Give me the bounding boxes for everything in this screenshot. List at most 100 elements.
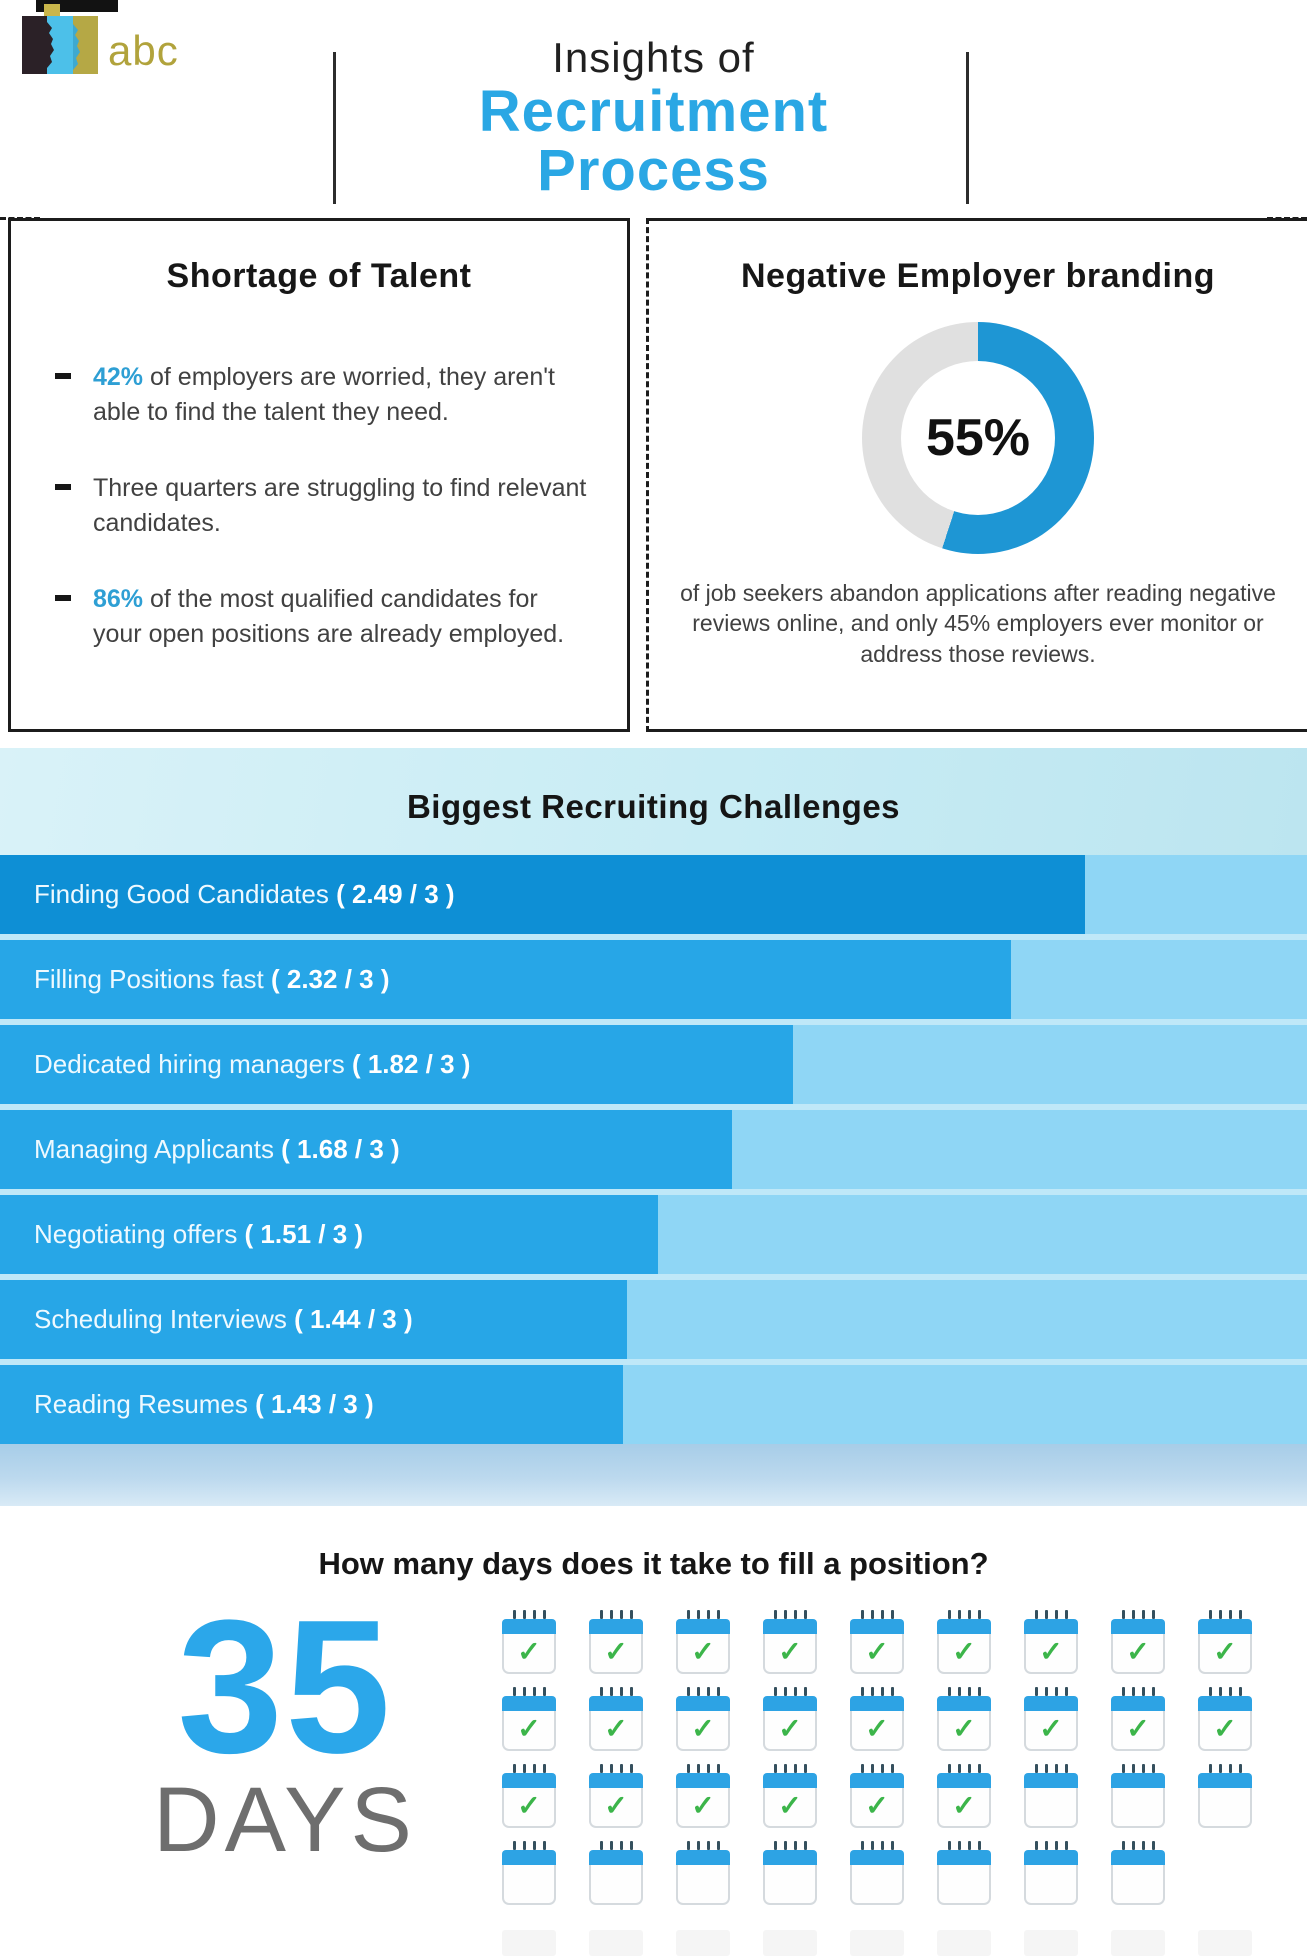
calendar-checked-icon: ✓ [589,1687,643,1751]
calendar-icon [502,1841,556,1905]
calendar-row: ✓ ✓ ✓ ✓ ✓ ✓ ✓ ✓ ✓ [502,1610,1252,1674]
page-title-main-1: Recruitment [478,79,829,144]
shortage-of-talent-panel: Shortage of Talent 42% of employers are … [8,218,630,732]
bar-row: Scheduling Interviews ( 1.44 / 3 ) [0,1280,1307,1359]
calendar-checked-icon: ✓ [937,1687,991,1751]
calendar-checked-icon: ✓ [763,1610,817,1674]
shortage-title: Shortage of Talent [166,257,472,295]
green-check-icon: ✓ [952,1635,976,1667]
bar-row: Filling Positions fast ( 2.32 / 3 ) [0,940,1307,1019]
calendar-checked-icon: ✓ [502,1764,556,1828]
calendar-row [502,1841,1252,1905]
green-check-icon: ✓ [604,1789,628,1821]
dash-bullet-icon [55,373,71,379]
bullet-text: 42% of employers are worried, they aren'… [93,363,555,426]
brand-logo: abc [22,16,179,74]
donut-value: 55% [925,409,1031,467]
green-check-icon: ✓ [1039,1712,1063,1744]
calendar-icon [763,1841,817,1905]
green-check-icon: ✓ [517,1712,541,1744]
bar-label: Finding Good Candidates ( 2.49 / 3 ) [34,879,455,909]
green-check-icon: ✓ [691,1712,715,1744]
calendar-checked-icon: ✓ [1111,1610,1165,1674]
branding-caption: of job seekers abandon applications afte… [680,580,1276,667]
employer-branding-panel: Negative Employer branding 55% of job se… [646,218,1307,732]
bullet-text: Three quarters are struggling to find re… [93,474,587,537]
green-check-icon: ✓ [952,1712,976,1744]
title-divider-left [333,52,336,204]
calendar-checked-icon: ✓ [1111,1687,1165,1751]
donut-chart: 55% [862,322,1094,554]
green-check-icon: ✓ [778,1789,802,1821]
page-title: Insights of Recruitment Process [0,34,1307,200]
days-to-fill-section: How many days does it take to fill a pos… [0,1512,1307,1958]
calendar-checked-icon: ✓ [1198,1687,1252,1751]
days-content: 35 DAYS ✓ ✓ ✓ ✓ ✓ ✓ ✓ ✓ ✓ ✓ ✓ ✓ ✓ ✓ ✓ ✓ ✓ ✓ ✓ ✓ ✓ ✓ ✓ ✓ [0,1581,1307,1918]
green-check-icon: ✓ [691,1635,715,1667]
calendar-checked-icon: ✓ [676,1764,730,1828]
bar-fill [0,1110,732,1189]
calendar-icon [1198,1764,1252,1828]
bullet-item: 86% of the most qualified candidates for… [55,582,593,651]
bar-fill [0,1195,658,1274]
recruiting-challenges-section: Biggest Recruiting Challenges Finding Go… [0,748,1307,1512]
days-count-block: 35 DAYS [120,1581,450,1918]
bar-label: Managing Applicants ( 1.68 / 3 ) [34,1134,400,1164]
challenges-footer-band [0,1444,1307,1506]
calendar-checked-icon: ✓ [502,1687,556,1751]
green-check-icon: ✓ [865,1789,889,1821]
bar-row: Finding Good Candidates ( 2.49 / 3 ) [0,855,1307,934]
calendar-grid: ✓ ✓ ✓ ✓ ✓ ✓ ✓ ✓ ✓ ✓ ✓ ✓ ✓ ✓ ✓ ✓ ✓ ✓ ✓ ✓ ✓ ✓ ✓ ✓ [502,1610,1252,1918]
bullet-item: Three quarters are struggling to find re… [55,471,593,540]
bar-row: Negotiating offers ( 1.51 / 3 ) [0,1195,1307,1274]
calendar-checked-icon: ✓ [763,1687,817,1751]
bar-row: Managing Applicants ( 1.68 / 3 ) [0,1110,1307,1189]
bar-fill [0,1280,628,1359]
calendar-icon [937,1841,991,1905]
calendar-checked-icon: ✓ [676,1687,730,1751]
green-check-icon: ✓ [865,1635,889,1667]
calendar-checked-icon: ✓ [1198,1610,1252,1674]
bar-fill [0,1025,793,1104]
bar-chart: Finding Good Candidates ( 2.49 / 3 ) Fill… [0,855,1307,1444]
donut-hole: 55% [901,361,1055,515]
calendar-checked-icon: ✓ [589,1764,643,1828]
green-check-icon: ✓ [691,1789,715,1821]
green-check-icon: ✓ [517,1789,541,1821]
title-divider-right [966,52,969,204]
bar-row: Dedicated hiring managers ( 1.82 / 3 ) [0,1025,1307,1104]
logo-text: abc [108,27,179,74]
calendar-icon [1111,1841,1165,1905]
bar-label: Dedicated hiring managers ( 1.82 / 3 ) [34,1049,471,1079]
days-question: How many days does it take to fill a pos… [318,1546,989,1581]
green-check-icon: ✓ [1126,1712,1150,1744]
green-check-icon: ✓ [1126,1635,1150,1667]
days-number: 35 [177,1581,393,1793]
bar-fill [0,1365,623,1444]
green-check-icon: ✓ [604,1712,628,1744]
calendar-checked-icon: ✓ [937,1610,991,1674]
challenges-title: Biggest Recruiting Challenges [406,788,901,825]
green-check-icon: ✓ [1039,1635,1063,1667]
calendar-reflection [502,1930,1307,1956]
calendar-checked-icon: ✓ [850,1610,904,1674]
calendar-icon [1024,1764,1078,1828]
calendar-icon [1111,1764,1165,1828]
bar-label: Scheduling Interviews ( 1.44 / 3 ) [34,1304,413,1334]
bar-row: Reading Resumes ( 1.43 / 3 ) [0,1365,1307,1444]
bar-label: Negotiating offers ( 1.51 / 3 ) [34,1219,364,1249]
calendar-checked-icon: ✓ [676,1610,730,1674]
top-edge-gold-square [44,4,60,16]
dash-bullet-icon [55,595,71,601]
bar-fill [0,940,1011,1019]
bar-fill [0,855,1085,934]
calendar-row: ✓ ✓ ✓ ✓ ✓ ✓ [502,1764,1252,1828]
page-title-kicker: Insights of [552,34,755,81]
calendar-icon [589,1841,643,1905]
green-check-icon: ✓ [778,1712,802,1744]
challenges-title-band: Biggest Recruiting Challenges [0,748,1307,855]
calendar-checked-icon: ✓ [763,1764,817,1828]
branding-title: Negative Employer branding [741,257,1215,295]
green-check-icon: ✓ [778,1635,802,1667]
calendar-checked-icon: ✓ [850,1764,904,1828]
